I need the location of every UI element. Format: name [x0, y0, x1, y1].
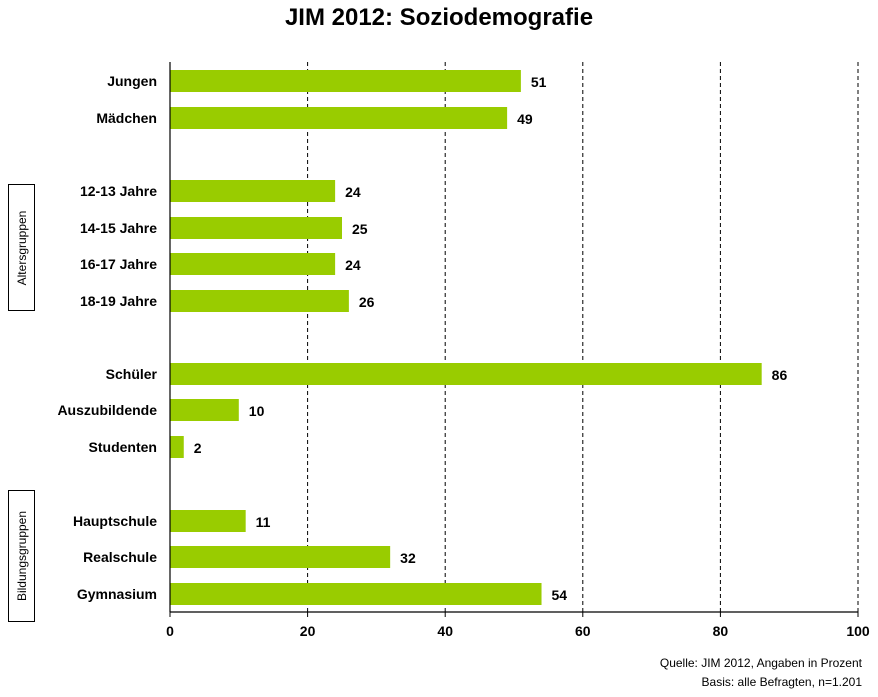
category-label-11: Gymnasium	[77, 586, 157, 602]
category-label-0: Jungen	[107, 73, 157, 89]
group-box-altersgruppen: Altersgruppen	[8, 184, 35, 311]
category-label-7: Auszubildende	[57, 402, 157, 418]
bar-0	[170, 70, 521, 92]
category-label-9: Hauptschule	[73, 513, 157, 529]
bar-4	[170, 253, 336, 275]
value-label-3: 25	[352, 221, 368, 237]
chart-title: JIM 2012: Soziodemografie	[284, 4, 594, 31]
category-label-10: Realschule	[83, 549, 157, 565]
group-box-bildungsgruppen: Bildungsgruppen	[8, 490, 35, 622]
group-label-bildungsgruppen: Bildungsgruppen	[14, 510, 29, 602]
x-tick-label-100: 100	[846, 623, 870, 639]
value-label-8: 2	[194, 440, 202, 456]
value-label-0: 51	[531, 74, 547, 90]
category-label-1: Mädchen	[96, 110, 157, 126]
bar-9	[170, 510, 246, 532]
bar-3	[170, 217, 342, 239]
source-line-2: Basis: alle Befragten, n=1.201	[701, 675, 862, 689]
value-label-6: 86	[772, 367, 788, 383]
value-label-7: 10	[249, 403, 265, 419]
category-label-2: 12-13 Jahre	[80, 183, 157, 199]
bars	[170, 70, 762, 605]
value-label-11: 54	[552, 587, 568, 603]
value-label-5: 26	[359, 294, 375, 310]
bar-11	[170, 583, 542, 605]
value-label-2: 24	[345, 184, 361, 200]
axes: 0 20 40 60 80 100	[166, 62, 870, 639]
group-label-altersgruppen: Altersgruppen	[14, 210, 29, 285]
bar-7	[170, 399, 239, 421]
value-label-1: 49	[517, 111, 533, 127]
source-line-1: Quelle: JIM 2012, Angaben in Prozent	[659, 656, 862, 670]
category-label-3: 14-15 Jahre	[80, 220, 157, 236]
value-label-4: 24	[345, 257, 361, 273]
bar-6	[170, 363, 762, 385]
x-tick-label-20: 20	[300, 623, 316, 639]
bar-5	[170, 290, 349, 312]
value-label-9: 11	[256, 514, 271, 530]
category-labels: Jungen Mädchen 12-13 Jahre 14-15 Jahre 16-17…	[57, 73, 157, 602]
bar-1	[170, 107, 508, 129]
bar-10	[170, 546, 391, 568]
category-label-5: 18-19 Jahre	[80, 293, 157, 309]
grid-lines	[307, 62, 859, 612]
bar-8	[170, 436, 184, 458]
x-tick-label-0: 0	[166, 623, 174, 639]
value-label-10: 32	[400, 550, 416, 566]
category-label-8: Studenten	[89, 439, 157, 455]
x-tick-label-60: 60	[575, 623, 591, 639]
bar-2	[170, 180, 336, 202]
source-note: Quelle: JIM 2012, Angaben in Prozent Bas…	[660, 654, 862, 692]
category-label-6: Schüler	[106, 366, 158, 382]
category-label-4: 16-17 Jahre	[80, 256, 157, 272]
value-labels: 51 49 24 25 24 26 86 10 2 11 32 54	[194, 74, 788, 603]
x-tick-label-80: 80	[713, 623, 729, 639]
x-tick-label-40: 40	[437, 623, 453, 639]
